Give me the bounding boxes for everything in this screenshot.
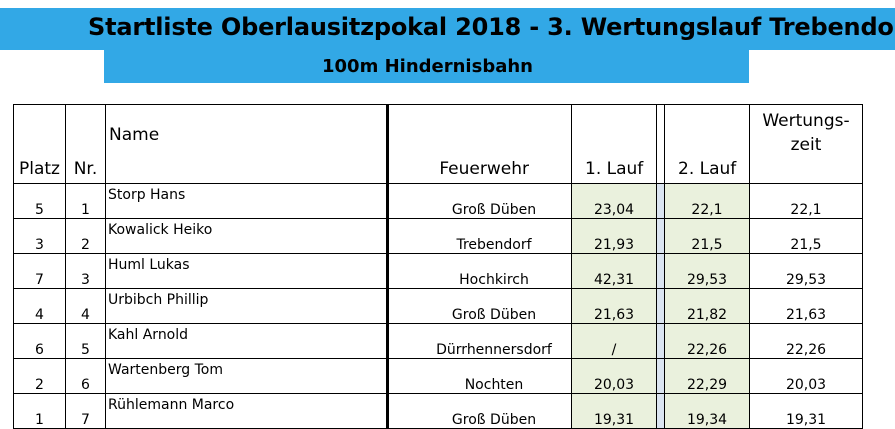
header-lauf1: 1. Lauf — [571, 104, 657, 184]
cell-lauf1: 21,63 — [571, 288, 657, 324]
header-row: Platz Nr. Name Feuerwehr 1. Lauf 2. Lauf… — [13, 104, 863, 184]
cell-gap — [656, 323, 665, 359]
cell-nr: 5 — [65, 323, 106, 359]
cell-name: Wartenberg Tom — [105, 358, 389, 394]
cell-gap — [656, 358, 665, 394]
header-feuerwehr: Feuerwehr — [387, 104, 572, 184]
cell-wertungszeit: 21,5 — [749, 218, 863, 254]
cell-gap — [656, 288, 665, 324]
cell-gap — [656, 393, 665, 429]
cell-lauf2: 19,34 — [664, 393, 750, 429]
cell-lauf2: 22,29 — [664, 358, 750, 394]
cell-gap — [656, 253, 665, 289]
cell-nr: 4 — [65, 288, 106, 324]
cell-lauf1: 23,04 — [571, 183, 657, 219]
cell-lauf1: / — [571, 323, 657, 359]
header-wertungszeit: Wertungs- zeit — [749, 104, 863, 184]
cell-name: Rühlemann Marco — [105, 393, 389, 429]
cell-name: Kahl Arnold — [105, 323, 389, 359]
table-row: 2 6 Wartenberg Tom Nochten 20,03 22,29 20,03 — [13, 358, 863, 394]
cell-lauf2: 29,53 — [664, 253, 750, 289]
table-row: 4 4 Urbibch Phillip Groß Düben 21,63 21,82 21,… — [13, 288, 863, 324]
cell-feuerwehr: Trebendorf — [387, 218, 572, 254]
header-name: Name — [105, 104, 389, 184]
cell-platz: 6 — [13, 323, 66, 359]
cell-lauf2: 22,1 — [664, 183, 750, 219]
cell-wertungszeit: 29,53 — [749, 253, 863, 289]
page-subtitle: 100m Hindernisbahn — [322, 56, 533, 77]
cell-wertungszeit: 19,31 — [749, 393, 863, 429]
cell-nr: 3 — [65, 253, 106, 289]
cell-platz: 5 — [13, 183, 66, 219]
cell-wertungszeit: 22,26 — [749, 323, 863, 359]
table-row: 1 7 Rühlemann Marco Groß Düben 19,31 19,34 19,… — [13, 393, 863, 429]
table-row: 7 3 Huml Lukas Hochkirch 42,31 29,53 29,53 — [13, 253, 863, 289]
cell-nr: 7 — [65, 393, 106, 429]
cell-feuerwehr: Groß Düben — [387, 393, 572, 429]
subtitle-banner — [104, 50, 749, 83]
cell-lauf2: 21,82 — [664, 288, 750, 324]
header-platz: Platz — [13, 104, 66, 184]
cell-wertungszeit: 22,1 — [749, 183, 863, 219]
table-row: 6 5 Kahl Arnold Dürrhennersdorf/22,26 22,26 — [13, 323, 863, 359]
cell-platz: 3 — [13, 218, 66, 254]
header-lauf2: 2. Lauf — [664, 104, 750, 184]
cell-platz: 7 — [13, 253, 66, 289]
header-nr: Nr. — [65, 104, 106, 184]
cell-platz: 4 — [13, 288, 66, 324]
cell-name: Huml Lukas — [105, 253, 389, 289]
table-body: Platz Nr. Name Feuerwehr 1. Lauf 2. Lauf… — [13, 104, 863, 429]
cell-lauf2: 22,26 — [664, 323, 750, 359]
cell-feuerwehr: Dürrhennersdorf — [387, 323, 572, 359]
cell-gap — [656, 218, 665, 254]
table-row: 3 2 Kowalick Heiko Trebendorf 21,93 21,5 21,5 — [13, 218, 863, 254]
cell-feuerwehr: Nochten — [387, 358, 572, 394]
cell-platz: 2 — [13, 358, 66, 394]
cell-name: Kowalick Heiko — [105, 218, 389, 254]
page-title: Startliste Oberlausitzpokal 2018 - 3. We… — [88, 13, 895, 41]
cell-feuerwehr: Groß Düben — [387, 183, 572, 219]
cell-name: Storp Hans — [105, 183, 389, 219]
cell-nr: 6 — [65, 358, 106, 394]
table-row: 5 1 Storp Hans Groß Düben 23,04 22,1 22,1 — [13, 183, 863, 219]
cell-feuerwehr: Hochkirch — [387, 253, 572, 289]
cell-name: Urbibch Phillip — [105, 288, 389, 324]
cell-wertungszeit: 21,63 — [749, 288, 863, 324]
cell-feuerwehr: Groß Düben — [387, 288, 572, 324]
title-banner — [0, 8, 895, 50]
cell-lauf1: 19,31 — [571, 393, 657, 429]
cell-lauf1: 20,03 — [571, 358, 657, 394]
cell-lauf1: 42,31 — [571, 253, 657, 289]
start-list-table: Platz Nr. Name Feuerwehr 1. Lauf 2. Lauf… — [13, 104, 863, 429]
cell-nr: 2 — [65, 218, 106, 254]
cell-wertungszeit: 20,03 — [749, 358, 863, 394]
cell-gap — [656, 183, 665, 219]
cell-lauf2: 21,5 — [664, 218, 750, 254]
cell-platz: 1 — [13, 393, 66, 429]
cell-nr: 1 — [65, 183, 106, 219]
cell-lauf1: 21,93 — [571, 218, 657, 254]
header-gap — [656, 104, 665, 184]
